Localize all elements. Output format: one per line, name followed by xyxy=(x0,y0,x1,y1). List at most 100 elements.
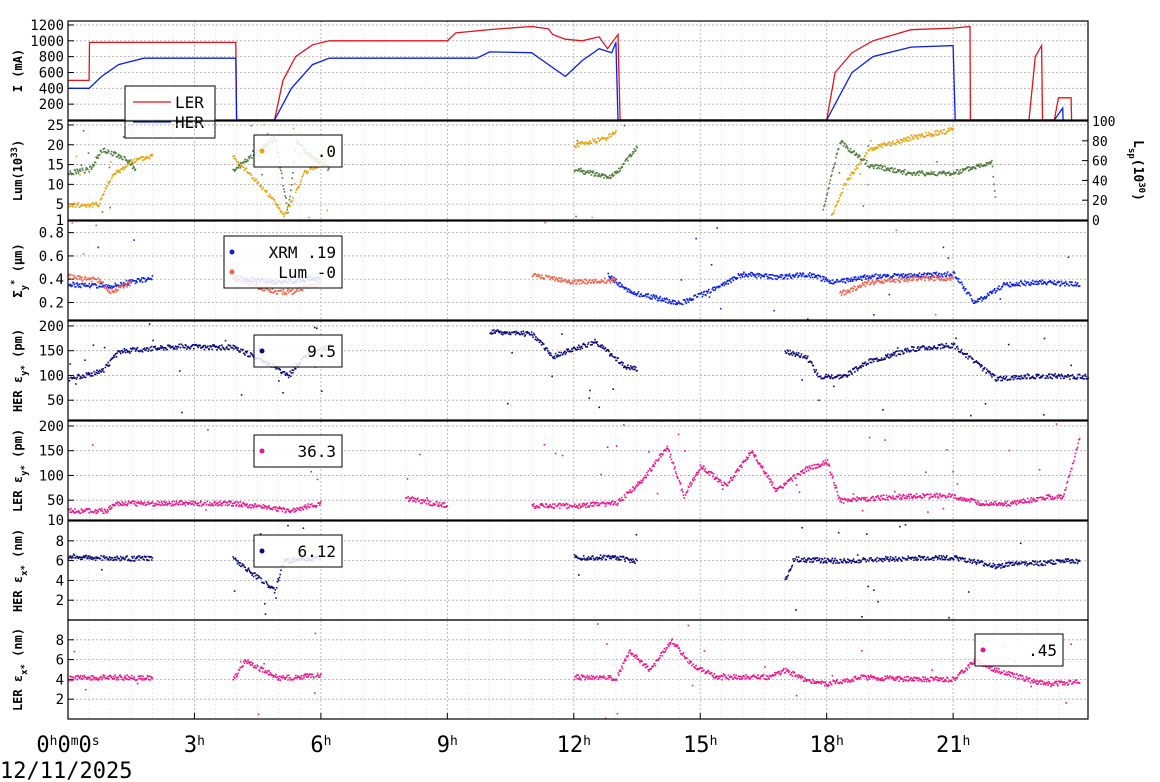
data-point xyxy=(297,186,299,189)
data-point xyxy=(521,333,524,336)
data-point xyxy=(122,158,124,161)
data-point xyxy=(577,142,579,144)
data-point xyxy=(714,478,716,481)
data-point xyxy=(855,289,858,291)
data-point xyxy=(1000,379,1002,382)
data-point xyxy=(911,135,913,137)
data-point xyxy=(842,498,844,501)
y2-tick-label: 20 xyxy=(1092,194,1108,209)
data-point xyxy=(1066,283,1069,285)
data-point xyxy=(221,504,223,507)
data-point xyxy=(667,449,670,451)
data-point xyxy=(906,280,909,283)
data-point xyxy=(779,485,782,487)
data-point xyxy=(131,160,134,163)
data-point xyxy=(1036,373,1039,376)
data-point xyxy=(905,137,907,139)
data-point xyxy=(123,285,126,288)
data-point xyxy=(1033,499,1035,502)
data-point xyxy=(186,346,189,349)
data-point xyxy=(408,500,410,503)
data-point xyxy=(584,503,586,505)
data-point xyxy=(900,497,902,499)
data-point xyxy=(933,345,936,347)
data-point xyxy=(774,487,776,490)
data-point xyxy=(240,505,242,507)
data-point xyxy=(520,331,522,333)
data-point xyxy=(793,352,796,355)
data-point xyxy=(113,356,116,358)
data-point xyxy=(927,493,930,496)
data-point xyxy=(103,508,106,511)
data-point xyxy=(101,282,104,285)
data-point xyxy=(872,281,874,283)
data-point xyxy=(168,501,171,503)
data-point xyxy=(948,130,950,132)
data-point xyxy=(283,213,286,215)
data-point xyxy=(625,366,627,369)
data-point xyxy=(593,280,596,283)
data-point xyxy=(214,500,216,503)
data-point xyxy=(588,280,591,282)
data-point xyxy=(313,505,315,508)
data-point xyxy=(426,497,428,499)
data-point xyxy=(865,278,867,281)
data-point xyxy=(767,277,769,280)
data-point xyxy=(1069,378,1071,381)
data-point xyxy=(609,277,612,280)
data-point xyxy=(847,280,850,283)
data-point xyxy=(143,501,146,504)
data-point xyxy=(970,168,972,170)
data-point xyxy=(703,470,706,472)
data-point xyxy=(609,353,612,355)
data-point xyxy=(538,506,540,508)
data-point xyxy=(75,383,77,385)
data-point xyxy=(885,356,888,358)
data-point xyxy=(101,281,103,283)
data-point xyxy=(209,345,211,347)
data-point xyxy=(1011,500,1013,503)
data-point xyxy=(412,500,414,503)
data-point xyxy=(951,346,954,349)
data-point xyxy=(690,299,692,302)
data-point xyxy=(148,323,151,325)
data-point xyxy=(984,164,987,167)
data-point xyxy=(647,293,650,295)
data-point xyxy=(120,281,122,284)
data-point xyxy=(308,216,310,219)
data-point xyxy=(129,282,132,284)
data-point xyxy=(1005,502,1007,504)
data-point xyxy=(634,487,636,490)
data-point xyxy=(132,162,135,164)
data-point xyxy=(906,139,908,142)
data-point xyxy=(212,345,215,347)
data-point xyxy=(565,351,567,354)
data-point xyxy=(904,347,907,350)
data-point xyxy=(825,277,827,279)
data-point xyxy=(173,347,175,349)
data-point xyxy=(866,152,868,155)
data-point xyxy=(1015,375,1018,377)
data-point xyxy=(979,364,981,366)
data-point xyxy=(244,158,246,161)
data-point xyxy=(287,374,289,377)
data-point xyxy=(550,277,553,279)
data-point xyxy=(123,284,126,286)
data-point xyxy=(490,331,492,334)
data-point xyxy=(809,272,811,274)
data-point xyxy=(861,509,864,512)
data-point xyxy=(93,277,95,280)
data-point xyxy=(294,291,297,293)
data-point xyxy=(797,352,800,354)
data-point xyxy=(276,206,279,208)
data-point xyxy=(922,172,925,175)
data-point xyxy=(566,279,569,282)
data-point xyxy=(873,275,876,277)
data-point xyxy=(242,348,244,351)
data-point xyxy=(684,450,686,452)
data-point xyxy=(584,344,586,346)
data-point xyxy=(1018,282,1021,284)
data-point xyxy=(79,377,81,380)
data-point xyxy=(927,134,929,137)
data-point xyxy=(1043,281,1046,283)
